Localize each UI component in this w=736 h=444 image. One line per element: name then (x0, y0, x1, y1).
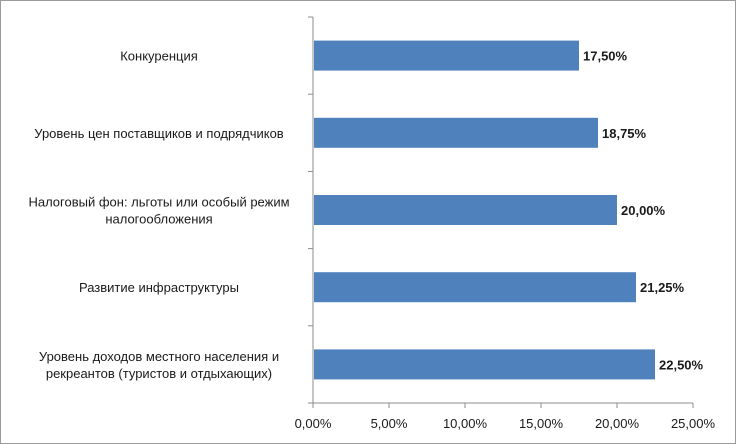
value-label: 17,50% (583, 49, 628, 64)
category-label-line: Уровень цен поставщиков и подрядчиков (34, 126, 284, 141)
x-tick-label: 10,00% (443, 416, 488, 431)
x-tick-label: 25,00% (671, 416, 716, 431)
category-label-line: Налоговый фон: льготы или особый режим (28, 195, 289, 210)
x-tick-label: 0,00% (295, 416, 332, 431)
category-label: Налоговый фон: льготы или особый режим на… (28, 195, 289, 227)
category-label-line: Уровень доходов местного населения и (39, 349, 279, 364)
x-tick-label: 20,00% (595, 416, 640, 431)
bar (314, 117, 598, 148)
bar (314, 349, 655, 380)
x-tick-label: 5,00% (371, 416, 408, 431)
category-label-line: рекреантов (туристов и отдыхающих) (46, 366, 272, 381)
category-label-line: Конкуренция (120, 49, 198, 64)
category-label: Развитие инфраструктуры (79, 280, 239, 295)
value-label: 20,00% (621, 203, 666, 218)
bar (314, 272, 636, 303)
value-label: 21,25% (640, 280, 685, 295)
value-label: 18,75% (602, 126, 647, 141)
bar (314, 195, 617, 225)
category-label: Уровень доходов местного населения и рекр… (39, 349, 279, 381)
category-label: Уровень цен поставщиков и подрядчиков (34, 126, 284, 141)
value-label: 22,50% (659, 357, 704, 372)
category-label-line: налогообложения (105, 212, 212, 227)
bar (314, 40, 579, 71)
x-tick-label: 15,00% (519, 416, 564, 431)
category-label-line: Развитие инфраструктуры (79, 280, 239, 295)
category-label: Конкуренция (120, 49, 198, 64)
